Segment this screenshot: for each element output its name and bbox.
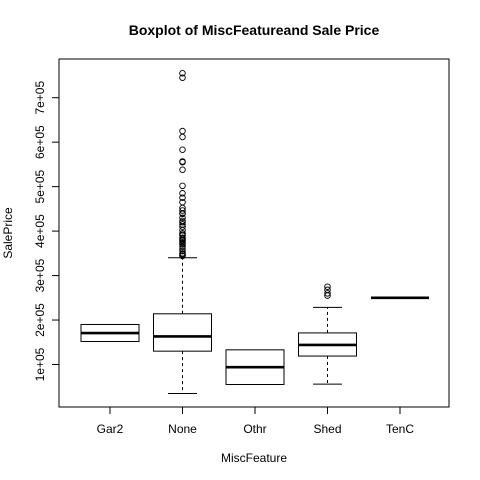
y-tick-label: 7e+05 [33, 81, 47, 115]
outlier-point [179, 234, 186, 242]
y-axis: 1e+05 2e+05 3e+05 4e+05 5e+05 6e+05 7e+05 [33, 81, 60, 381]
y-tick-label: 4e+05 [33, 214, 47, 248]
chart-title: Boxplot of MiscFeatureand Sale Price [129, 22, 380, 38]
outlier-point [179, 190, 186, 197]
x-tick-label: Othr [243, 422, 266, 436]
outlier-point [179, 158, 186, 165]
y-tick-label: 5e+05 [33, 169, 47, 203]
outlier-point [179, 207, 186, 214]
x-axis-label: MiscFeature [221, 451, 287, 465]
plot-frame [58, 58, 450, 408]
box-othr [225, 349, 285, 386]
outlier-point [179, 214, 186, 222]
plot-area [80, 69, 429, 394]
x-tick-label: Shed [313, 422, 341, 436]
outlier-point [324, 290, 331, 297]
x-tick-label: None [168, 422, 197, 436]
outlier-point [179, 166, 186, 173]
outlier-point [324, 286, 331, 294]
y-tick-label: 6e+05 [33, 125, 47, 159]
box-shed [298, 283, 357, 385]
outlier-point [324, 283, 331, 290]
y-axis-label: SalePrice [1, 207, 15, 259]
box-iqr [153, 313, 212, 352]
outlier-point [179, 133, 186, 141]
y-tick-label: 2e+05 [33, 303, 47, 337]
outlier-point [179, 217, 186, 225]
x-tick-label: Gar2 [97, 422, 124, 436]
outlier-point [179, 74, 186, 81]
outlier-point [179, 198, 186, 206]
y-tick-label: 3e+05 [33, 258, 47, 292]
box-none [153, 69, 212, 394]
outlier-point [179, 146, 186, 154]
outlier-point [179, 230, 186, 237]
x-tick-label: TenC [386, 422, 414, 436]
box-gar2 [80, 323, 140, 343]
outlier-point [179, 182, 186, 190]
outlier-point [179, 221, 186, 228]
outlier-point [179, 194, 186, 201]
outlier-point [179, 247, 186, 255]
x-axis: Gar2 None Othr Shed TenC [97, 406, 414, 436]
outlier-point [179, 250, 186, 257]
outlier-point [179, 69, 186, 77]
y-tick-label: 1e+05 [33, 347, 47, 381]
outlier-point [179, 127, 186, 135]
